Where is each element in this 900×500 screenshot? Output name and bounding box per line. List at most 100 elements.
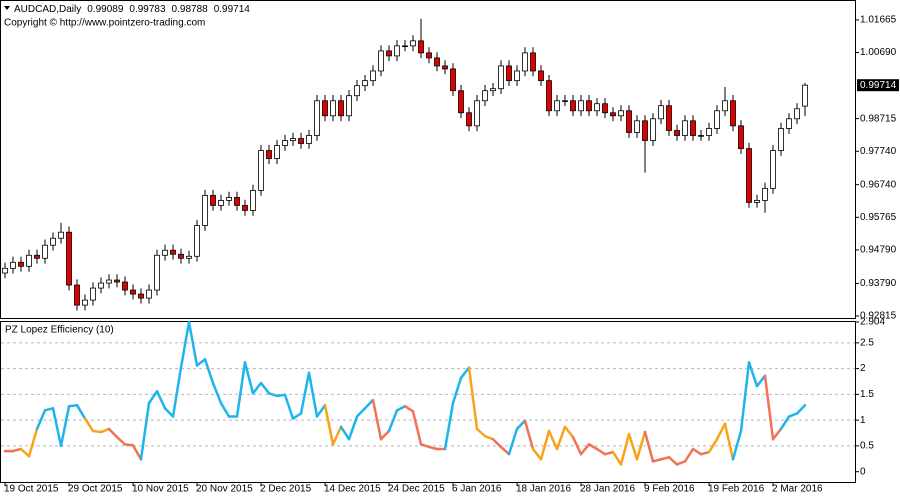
y-tick-label: 1.01665 <box>860 15 897 26</box>
candle-body <box>658 105 664 120</box>
indicator-segment <box>243 361 255 395</box>
indicator-segment <box>787 412 799 418</box>
candle-body <box>194 225 200 257</box>
x-tick-label: 24 Dec 2015 <box>388 484 445 495</box>
candle-body <box>482 90 488 102</box>
indicator-segment <box>691 447 703 456</box>
candle-body <box>642 120 648 141</box>
candle-body <box>242 205 248 211</box>
indicator-segment <box>379 429 391 441</box>
indicator-segment <box>707 437 719 454</box>
y-tick-label: 0.92815 <box>860 311 897 322</box>
indicator-segment <box>219 401 231 418</box>
indicator-segment <box>427 445 439 451</box>
candle-body <box>682 120 688 136</box>
indicator-segment <box>371 398 383 441</box>
candle-body <box>538 70 544 82</box>
indicator-segment <box>267 392 279 398</box>
indicator-segment <box>675 460 687 466</box>
candle-body <box>794 108 800 120</box>
candle-body <box>674 130 680 136</box>
candle-body <box>610 112 616 117</box>
y-tick-label: 2 <box>860 363 866 374</box>
x-tick-label: 18 Jan 2016 <box>516 484 571 495</box>
candle-body <box>10 261 16 269</box>
indicator-segment <box>115 435 127 446</box>
candle-body <box>202 194 208 226</box>
indicator-segment <box>51 407 63 448</box>
candle-body <box>210 194 216 206</box>
x-tick-label: 10 Nov 2015 <box>132 484 189 495</box>
candle-body <box>378 50 384 72</box>
y-tick-label: 1.00690 <box>860 47 897 58</box>
indicator-segment <box>459 366 471 380</box>
candle-body <box>450 68 456 92</box>
indicator-segment <box>171 366 183 418</box>
indicator-segment <box>59 404 71 448</box>
header-close: 0.99714 <box>214 4 251 15</box>
candle-body <box>578 100 584 112</box>
candle-body <box>586 100 592 112</box>
candle-body <box>730 100 736 127</box>
candle-body <box>778 128 784 151</box>
candle-body <box>386 50 392 57</box>
indicator-segment <box>139 401 151 461</box>
indicator-segment <box>315 403 327 418</box>
y-tick-label: 1.5 <box>860 389 874 400</box>
y-tick-label: 0.96740 <box>860 179 897 190</box>
indicator-segment <box>467 366 479 431</box>
main-panel-frame <box>0 0 856 319</box>
candle-body <box>346 95 352 117</box>
candle-body <box>106 279 112 284</box>
indicator-segment <box>27 427 39 458</box>
candle-body <box>290 138 296 141</box>
indicator-segment <box>291 412 303 420</box>
candle-body <box>410 40 416 47</box>
indicator-segment <box>667 456 679 466</box>
candle-body <box>314 100 320 136</box>
x-tick-label: 28 Jan 2016 <box>580 484 635 495</box>
indicator-segment <box>195 358 207 367</box>
candle-body <box>82 299 88 306</box>
indicator-segment <box>571 435 583 456</box>
indicator-segment <box>539 429 551 461</box>
candle-body <box>458 90 464 114</box>
candle-body <box>250 189 256 211</box>
indicator-segment <box>307 371 319 418</box>
indicator-segment <box>299 371 311 415</box>
candle-body <box>762 187 768 201</box>
candle-body <box>298 138 304 144</box>
candle-body <box>98 282 104 289</box>
indicator-segment <box>659 456 671 461</box>
candle-body <box>370 70 376 82</box>
x-tick-label: 19 Feb 2016 <box>708 484 765 495</box>
candle-body <box>34 254 40 259</box>
indicator-segment <box>619 432 631 466</box>
indicator-segment <box>155 390 167 410</box>
menu-arrow[interactable] <box>4 6 10 10</box>
indicator-segment <box>403 404 415 413</box>
x-tick-label: 14 Dec 2015 <box>324 484 381 495</box>
y-tick-label: 2.904 <box>860 317 885 328</box>
candle-body <box>322 100 328 117</box>
candle-body <box>562 100 568 102</box>
indicator-segment <box>587 443 599 451</box>
indicator-segment <box>347 415 359 441</box>
candle-body <box>282 140 288 146</box>
y-tick-label: 0.5 <box>860 441 874 452</box>
y-tick-label: 2.5 <box>860 337 874 348</box>
candle-body <box>154 254 160 291</box>
candle-body <box>74 284 80 306</box>
y-tick-label: 0.93790 <box>860 278 897 289</box>
candle-body <box>130 289 136 295</box>
indicator-segment <box>251 381 263 395</box>
indicator-segment <box>747 361 759 388</box>
indicator-segment <box>203 358 215 385</box>
candle-body <box>362 80 368 87</box>
indicator-segment <box>123 443 135 447</box>
x-tick-label: 20 Nov 2015 <box>196 484 253 495</box>
candle-body <box>666 105 672 131</box>
indicator-segment <box>651 458 663 463</box>
indicator-segment <box>419 443 431 449</box>
